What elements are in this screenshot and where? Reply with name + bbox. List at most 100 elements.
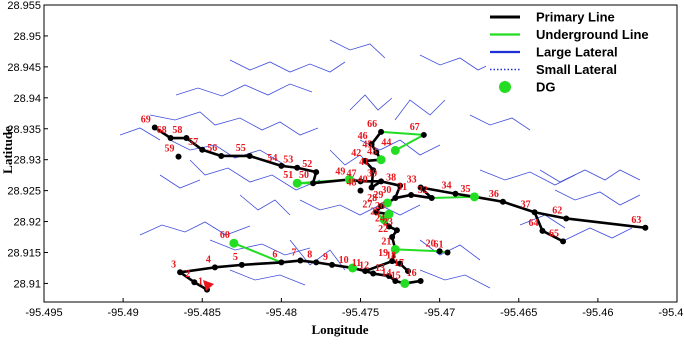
bus-label: 38 xyxy=(386,173,396,184)
bus-node xyxy=(368,184,375,191)
y-tick-label: 28.94 xyxy=(13,93,41,105)
y-tick-label: 28.935 xyxy=(7,124,41,136)
bus-node xyxy=(444,249,451,256)
bus-label: 5 xyxy=(233,252,238,263)
y-tick-label: 28.91 xyxy=(13,278,41,290)
bus-node xyxy=(278,162,285,169)
bus-label: 54 xyxy=(267,153,277,164)
bus-node xyxy=(310,180,317,187)
x-tick-label: -95.48 xyxy=(266,307,297,319)
bus-node xyxy=(378,128,385,135)
x-tick-label: -95.475 xyxy=(342,307,379,319)
x-tick-label: -95.485 xyxy=(184,307,221,319)
dg-marker xyxy=(376,155,386,165)
x-tick-label: -95.465 xyxy=(500,307,537,319)
bus-label: 57 xyxy=(188,137,198,148)
y-axis-label: Latitude xyxy=(0,126,15,174)
bus-node xyxy=(436,248,443,255)
bus-label: 62 xyxy=(552,205,562,216)
dg-marker xyxy=(292,178,302,188)
bus-label: 7 xyxy=(291,248,296,259)
bus-label: 65 xyxy=(549,228,559,239)
bus-label: 44 xyxy=(381,137,391,148)
bus-node xyxy=(368,141,375,148)
bus-label: 50 xyxy=(299,170,309,181)
small-lateral-network xyxy=(119,39,641,289)
legend-label: DG xyxy=(536,80,556,95)
legend-label: Large Lateral xyxy=(536,45,618,60)
bus-node xyxy=(385,223,392,230)
bus-node xyxy=(397,260,404,267)
y-axis-ticks: 28.955 28.95 28.945 28.94 28.935 28.93 28.925 2… xyxy=(7,0,48,290)
bus-node xyxy=(393,227,400,234)
bus-node xyxy=(246,152,253,159)
bus-label: 25 xyxy=(370,207,380,218)
bus-label: 9 xyxy=(323,252,328,263)
bus-node xyxy=(539,227,546,234)
bus-node xyxy=(428,195,435,202)
bus-node xyxy=(313,169,320,176)
bus-node xyxy=(417,277,424,284)
bus-node xyxy=(408,191,415,198)
bus-label: 39 xyxy=(367,168,377,179)
bus-label: 29 xyxy=(373,190,383,201)
dg-marker xyxy=(384,209,394,219)
bus-node xyxy=(218,152,225,159)
bus-label: 47 xyxy=(347,168,357,179)
dg-marker xyxy=(390,145,400,155)
x-tick-label: -95.495 xyxy=(25,307,62,319)
legend: Primary Line Underground Line Large Latera… xyxy=(486,6,672,98)
bus-node xyxy=(378,178,385,185)
bus-label: 56 xyxy=(207,143,217,154)
dg-marker xyxy=(469,192,479,202)
bus-label: 69 xyxy=(141,115,151,126)
bus-node xyxy=(385,273,392,280)
underground-line xyxy=(431,195,475,200)
bus-label: 34 xyxy=(441,181,451,192)
bus-label: 17 xyxy=(394,258,404,269)
bus-label: 11 xyxy=(352,258,361,269)
legend-swatch xyxy=(499,81,511,93)
bus-node xyxy=(357,187,364,194)
legend-label: Primary Line xyxy=(536,10,615,25)
bus-label: 66 xyxy=(367,119,377,130)
bus-node xyxy=(531,209,538,216)
dg-markers xyxy=(229,145,479,288)
bus-label: 27 xyxy=(362,199,372,210)
bus-label: 55 xyxy=(236,143,246,154)
bus-label: 60 xyxy=(220,230,230,241)
bus-label: 26 xyxy=(375,201,385,212)
dg-marker xyxy=(348,263,358,273)
bus-node xyxy=(452,190,459,197)
bus-label: 41 xyxy=(359,157,369,168)
bus-label: 24 xyxy=(375,214,385,225)
bus-label: 1 xyxy=(198,277,203,288)
bus-label: 3 xyxy=(171,259,176,270)
bus-label: 30 xyxy=(381,185,391,196)
x-axis-label: Longitude xyxy=(311,322,368,337)
primary-line xyxy=(363,131,402,199)
bus-node xyxy=(404,268,411,275)
y-tick-label: 28.925 xyxy=(7,186,41,198)
bus-node xyxy=(563,215,570,222)
x-tick-label: -95.49 xyxy=(108,307,139,319)
bus-label: 28 xyxy=(367,193,377,204)
bus-node xyxy=(397,182,404,189)
bus-label: 13 xyxy=(375,263,385,274)
bus-label: 48 xyxy=(347,178,357,189)
bus-node xyxy=(357,178,364,185)
dg-marker xyxy=(390,244,400,254)
bus-node xyxy=(329,261,336,268)
bus-label: 20 xyxy=(426,238,436,249)
bus-label: 67 xyxy=(410,122,420,133)
bus-node xyxy=(560,238,567,245)
bus-node xyxy=(499,198,506,205)
bus-node xyxy=(313,259,320,266)
bus-label: 52 xyxy=(302,159,312,170)
bus-label: 42 xyxy=(351,148,361,159)
y-tick-label: 28.95 xyxy=(13,31,41,43)
bus-label: 8 xyxy=(307,249,312,260)
y-tick-label: 28.915 xyxy=(7,248,41,260)
